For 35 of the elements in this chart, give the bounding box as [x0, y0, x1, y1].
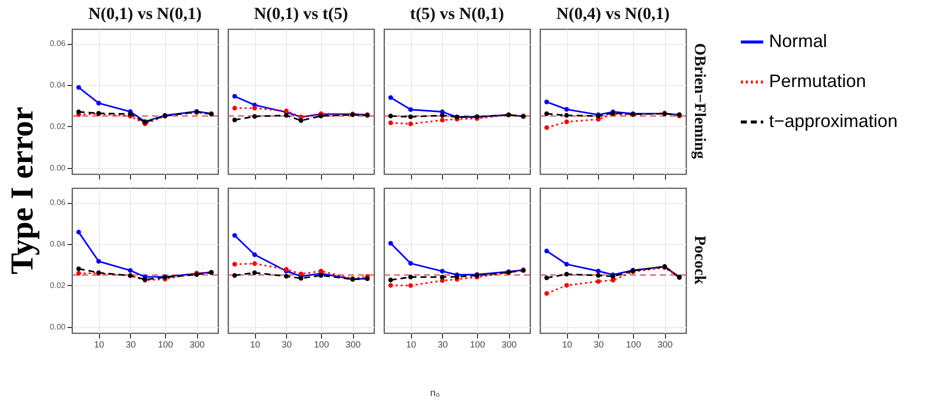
y-tick-label: 0.04 [50, 239, 66, 248]
x-tick-label: 10 [562, 340, 572, 350]
x-tick-label: 30 [282, 340, 292, 350]
chart-title: N(0,4) vs N(0,1) [556, 4, 670, 23]
y-tick-label: 0.06 [50, 39, 66, 48]
y2-axis-title: OBrien−Fleming [691, 43, 708, 159]
x-tick-label: 100 [314, 340, 329, 350]
x-tick-label: 30 [126, 340, 136, 350]
x-tick-label: 10 [94, 340, 104, 350]
x-tick-label: 30 [438, 340, 448, 350]
x-tick-label: 30 [594, 340, 604, 350]
y-tick-label: 0.00 [50, 322, 66, 332]
x-tick-label: 100 [626, 340, 641, 350]
x-tick-label: 300 [658, 340, 673, 350]
x-tick-label: 300 [190, 340, 205, 350]
x-tick-label: 300 [346, 340, 361, 350]
y-tick-label: 0.04 [50, 80, 66, 90]
x-tick-label: 10 [250, 340, 260, 350]
chart-title: N(0,1) vs t(5) [254, 4, 348, 23]
y2-axis-title: Pocock [691, 236, 708, 285]
y-tick-label: 0.02 [50, 280, 66, 290]
y-tick-label: 0.06 [50, 198, 66, 207]
y-tick-label: 0.02 [50, 122, 66, 131]
x-axis-title: n₀ [429, 388, 441, 399]
y-tick-label: 0.00 [50, 163, 66, 172]
legend-label: Permutation [769, 71, 866, 91]
y-axis-title: Type I error [4, 106, 40, 274]
x-tick-label: 10 [406, 340, 416, 350]
legend-label: t−approximation [769, 111, 898, 131]
x-tick-label: 100 [470, 340, 485, 350]
legend-label: Normal [769, 31, 828, 51]
chart-title: N(0,1) vs N(0,1) [88, 4, 202, 23]
x-tick-label: 100 [158, 340, 173, 350]
chart-title: t(5) vs N(0,1) [410, 4, 504, 23]
x-tick-label: 300 [502, 340, 517, 350]
